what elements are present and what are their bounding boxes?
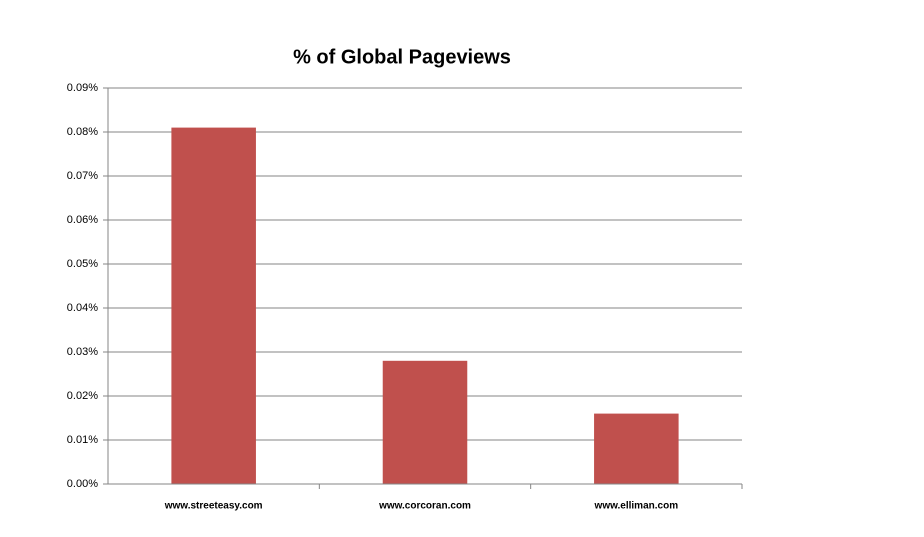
y-tick-label: 0.02%	[67, 390, 98, 402]
chart-title: % of Global Pageviews	[293, 46, 511, 68]
y-tick-label: 0.00%	[67, 478, 98, 490]
y-tick-label: 0.06%	[67, 214, 98, 226]
x-tick-label: www.streeteasy.com	[164, 501, 263, 512]
y-tick-label: 0.07%	[67, 170, 98, 182]
y-tick-label: 0.05%	[67, 258, 98, 270]
x-tick-label: www.elliman.com	[594, 501, 679, 512]
bar	[171, 127, 256, 484]
y-tick-label: 0.09%	[67, 82, 98, 94]
bar	[382, 360, 468, 484]
y-tick-label: 0.01%	[67, 434, 98, 446]
bar	[594, 413, 679, 484]
y-tick-label: 0.08%	[67, 126, 98, 138]
y-tick-label: 0.04%	[67, 302, 98, 314]
x-tick-label: www.corcoran.com	[378, 501, 471, 512]
y-tick-label: 0.03%	[67, 346, 98, 358]
